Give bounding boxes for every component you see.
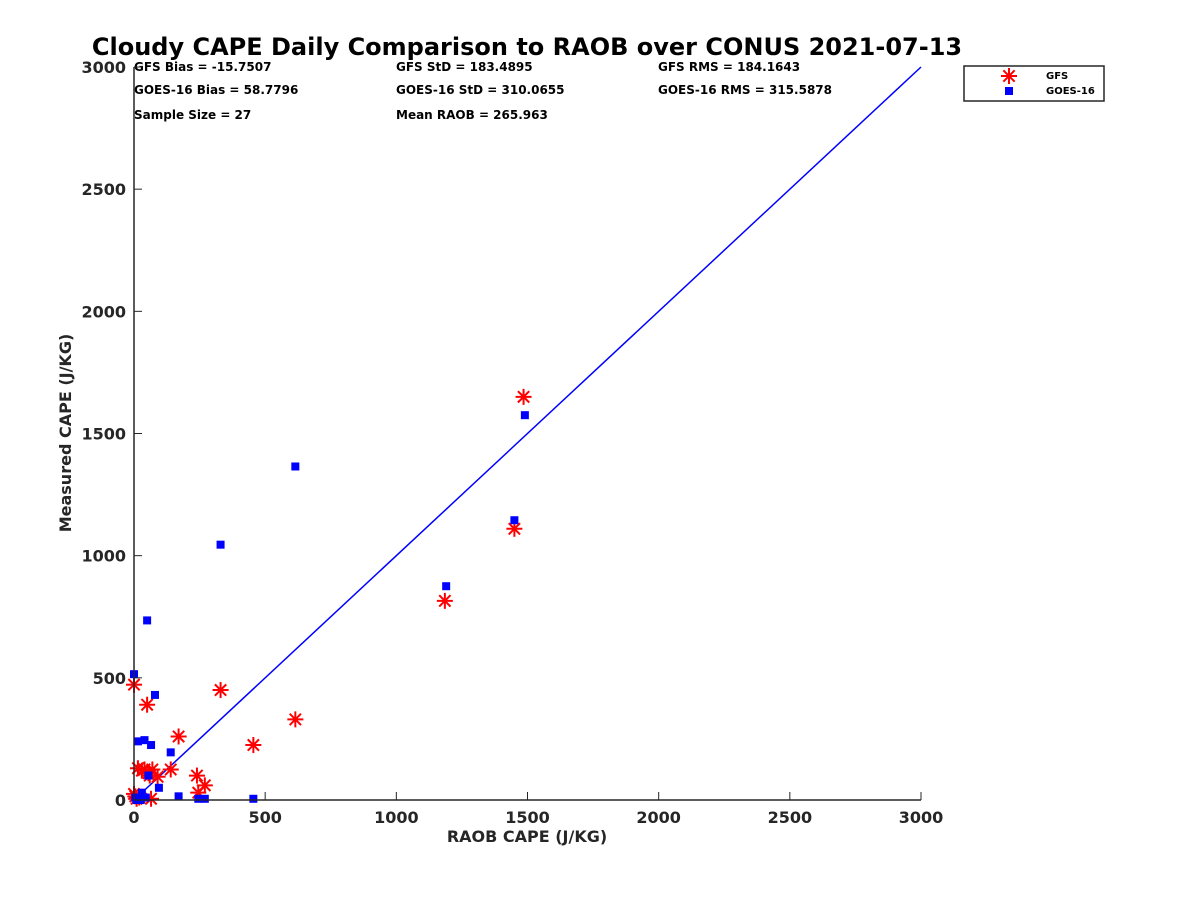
goes16-point <box>174 792 183 801</box>
gfs-point <box>196 777 213 794</box>
stats-block: GFS Bias = -15.7507 GFS StD = 183.4895 GFS… <box>134 60 832 122</box>
goes16-point <box>140 736 149 745</box>
asterisk-stroke <box>1002 69 1016 83</box>
goes16-point <box>442 582 451 591</box>
y-tick-label: 1000 <box>81 547 126 566</box>
goes16-point <box>143 616 152 625</box>
asterisk-stroke <box>214 683 227 697</box>
asterisk-stroke <box>164 763 178 776</box>
gfs-point <box>212 682 229 699</box>
legend-label: GOES-16 <box>1046 86 1095 97</box>
gfs-point <box>170 728 187 745</box>
stat-text: GOES-16 StD = 310.0655 <box>396 83 565 97</box>
goes16-point <box>141 793 150 802</box>
asterisk-stroke <box>288 713 302 726</box>
gfs-point <box>245 737 262 754</box>
series-goes-16 <box>130 411 529 804</box>
legend-box <box>963 65 1105 102</box>
y-tick-label: 1500 <box>81 425 126 444</box>
asterisk-stroke <box>172 730 185 743</box>
stat-text: GFS Bias = -15.7507 <box>134 60 271 74</box>
x-tick-label: 3000 <box>899 808 944 827</box>
goes16-point <box>249 794 258 803</box>
x-tick-label: 1500 <box>505 808 550 827</box>
gfs-point <box>188 767 205 784</box>
goes16-point <box>520 411 529 420</box>
asterisk-stroke <box>198 778 212 792</box>
goes16-point <box>154 783 163 792</box>
stat-text: GFS RMS = 184.1643 <box>658 60 800 74</box>
asterisk-stroke <box>140 698 154 712</box>
y-tick-label: 3000 <box>81 58 126 77</box>
goes16-point <box>144 771 153 780</box>
gfs-point <box>436 592 453 609</box>
legend-label: GFS <box>1046 71 1068 82</box>
asterisk-stroke <box>517 390 530 404</box>
asterisk-stroke <box>508 522 521 536</box>
goes16-point <box>147 741 156 750</box>
series-gfs <box>126 388 532 807</box>
x-tick-label: 2500 <box>768 808 813 827</box>
legend: GFS GOES-16 <box>963 65 1105 102</box>
stat-text: GFS StD = 183.4895 <box>396 60 533 74</box>
legend-gfs-marker <box>1001 68 1017 84</box>
goes16-point <box>133 737 142 746</box>
gfs-point <box>287 711 304 728</box>
x-tick-label: 500 <box>248 808 281 827</box>
axes: 0 500 1000 1500 2000 2500 3000 0 500 1000 1500 2000… <box>81 58 943 827</box>
y-axis-label: Measured CAPE (J/KG) <box>56 334 75 533</box>
legend-goes16-marker <box>1005 87 1013 95</box>
y-tick-label: 2500 <box>81 180 126 199</box>
x-tick-label: 1000 <box>374 808 419 827</box>
y-tick-label: 2000 <box>81 302 126 321</box>
y-tick-label: 500 <box>93 669 126 688</box>
y-tick-label: 0 <box>115 791 126 810</box>
gfs-point <box>162 761 179 778</box>
gfs-point <box>506 520 523 537</box>
asterisk-stroke <box>438 594 452 608</box>
goes16-point <box>137 788 146 797</box>
x-axis-label: RAOB CAPE (J/KG) <box>447 827 607 846</box>
stat-text: Sample Size = 27 <box>134 108 251 122</box>
goes16-point <box>166 748 175 757</box>
x-tick-label: 2000 <box>636 808 681 827</box>
goes16-point <box>194 794 203 803</box>
goes16-point <box>510 516 519 525</box>
asterisk-stroke <box>151 770 164 784</box>
stat-text: GOES-16 RMS = 315.5878 <box>658 83 832 97</box>
x-tick-label: 0 <box>128 808 139 827</box>
goes16-point <box>291 462 300 471</box>
gfs-point <box>139 696 156 713</box>
goes16-point <box>200 794 209 803</box>
gfs-point <box>515 388 532 405</box>
asterisk-stroke <box>246 738 260 752</box>
stat-text: GOES-16 Bias = 58.7796 <box>134 83 298 97</box>
asterisk-stroke <box>144 792 158 806</box>
plot-area <box>126 66 922 807</box>
goes16-point <box>150 690 159 699</box>
one-to-one-line <box>133 66 922 801</box>
asterisk-stroke <box>190 769 204 782</box>
stat-text: Mean RAOB = 265.963 <box>396 108 548 122</box>
goes16-point <box>216 540 225 549</box>
chart-title: Cloudy CAPE Daily Comparison to RAOB ove… <box>92 33 962 61</box>
